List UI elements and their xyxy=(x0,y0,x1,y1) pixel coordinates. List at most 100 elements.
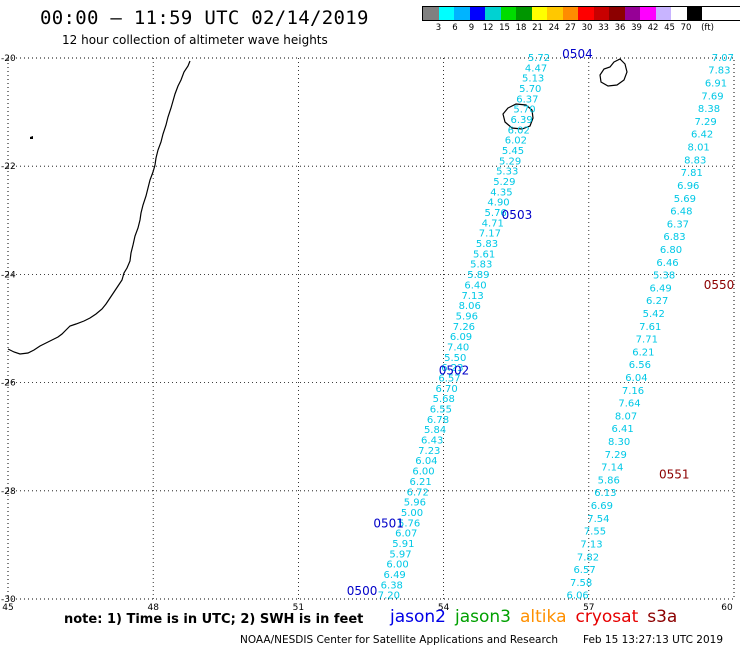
wave-height-value: 4.47 xyxy=(525,63,547,74)
wave-height-value: 6.04 xyxy=(415,456,437,467)
wave-height-value: 6.49 xyxy=(650,283,672,294)
footer-note: note: 1) Time is in UTC; 2) SWH is in fe… xyxy=(64,612,364,627)
wave-height-value: 8.83 xyxy=(684,155,706,166)
wave-height-value: 7.23 xyxy=(418,446,440,457)
wave-height-value: 7.20 xyxy=(378,591,400,602)
map-subtitle: 12 hour collection of altimeter wave hei… xyxy=(62,33,328,47)
wave-height-value: 6.37 xyxy=(667,219,689,230)
color-swatch xyxy=(686,7,702,20)
color-scale-label: 42 xyxy=(647,23,659,33)
color-scale-label: 45 xyxy=(664,23,675,33)
wave-height-value: 5.96 xyxy=(456,311,478,322)
wave-height-value: 7.81 xyxy=(681,168,703,179)
color-scale-label: 9 xyxy=(468,23,475,33)
wave-height-value: 8.07 xyxy=(615,411,637,422)
color-scale-legend: 3 6 9 12 15 18 21 24 27 30 33 36 39 42 45 70 (ft) xyxy=(422,6,740,35)
color-scale-label: 70 xyxy=(680,23,692,33)
color-scale-label: 24 xyxy=(548,23,560,33)
coastlines xyxy=(7,58,628,355)
reunion-island xyxy=(502,103,534,130)
wave-height-value: 6.23 xyxy=(441,363,463,374)
wave-height-value: 5.45 xyxy=(502,146,524,157)
wave-height-value: 6.37 xyxy=(516,94,538,105)
footer-credit: NOAA/NESDIS Center for Satellite Applica… xyxy=(240,634,558,646)
color-scale-label: 39 xyxy=(631,23,642,33)
track-cryosat: 7.07 7.83 6.917.69 8.38 7.29 6.42 8.018.83 7.81… xyxy=(567,53,734,602)
x-tick-label: 60 xyxy=(721,603,733,613)
wave-height-value: 5.33 xyxy=(496,167,518,178)
satellite-name: cryosat xyxy=(575,607,639,627)
pass-label: 0503 xyxy=(502,208,533,222)
wave-height-value: 5.70 xyxy=(513,105,535,116)
color-swatch xyxy=(454,7,470,20)
wave-height-value: 5.72 xyxy=(528,53,550,64)
track-jason2: 5.724.475.135.706.375.706.396.026.025.45… xyxy=(378,53,550,602)
color-swatch xyxy=(500,7,516,20)
wave-height-value: 5.83 xyxy=(476,239,498,250)
wave-height-value: 6.07 xyxy=(395,529,417,540)
color-swatch xyxy=(485,7,501,20)
y-tick-label: -24 xyxy=(1,270,16,280)
color-swatch xyxy=(423,7,439,20)
y-tick-label: -30 xyxy=(1,595,16,605)
madagascar-coastline xyxy=(7,60,191,355)
color-scale-label: (ft) xyxy=(701,23,714,33)
color-swatch xyxy=(671,7,687,20)
map-title: 00:00 – 11:59 UTC 02/14/2019 xyxy=(40,7,369,29)
wave-height-value: 7.71 xyxy=(636,335,658,346)
color-swatch xyxy=(516,7,532,20)
wave-height-value: 6.27 xyxy=(646,296,668,307)
wave-height-value: 6.21 xyxy=(632,347,654,358)
color-swatch xyxy=(624,7,640,20)
color-scale-label: 6 xyxy=(452,23,458,33)
wave-height-value: 5.83 xyxy=(470,260,492,271)
wave-height-value: 6.78 xyxy=(427,415,449,426)
color-swatch xyxy=(562,7,578,20)
wave-height-value: 6.72 xyxy=(407,487,429,498)
color-scale-label: 18 xyxy=(515,23,527,33)
wave-height-value: 6.39 xyxy=(511,115,533,126)
wave-height-value: 6.70 xyxy=(435,384,457,395)
wave-height-value: 5.91 xyxy=(392,539,414,550)
wave-height-value: 6.02 xyxy=(508,125,530,136)
wave-height-value: 6.55 xyxy=(430,405,452,416)
wave-height-value: 5.89 xyxy=(467,270,489,281)
wave-height-value: 6.56 xyxy=(629,360,651,371)
wave-height-value: 7.55 xyxy=(584,527,606,538)
color-scale-label: 12 xyxy=(482,23,494,33)
wave-height-value: 6.13 xyxy=(594,488,616,499)
satellite-name: altika xyxy=(520,607,567,627)
wave-height-value: 6.40 xyxy=(464,280,486,291)
wave-height-value: 7.58 xyxy=(570,578,592,589)
wave-height-value: 7.17 xyxy=(479,229,501,240)
wave-height-value: 6.91 xyxy=(705,79,727,90)
color-scale-swatches xyxy=(422,6,740,21)
footer-timestamp: Feb 15 13:27:13 UTC 2019 xyxy=(583,634,723,646)
pass-label: 0550 xyxy=(704,278,735,292)
wave-height-value: 6.80 xyxy=(660,245,682,256)
wave-height-value: 7.64 xyxy=(618,399,640,410)
pass-labels: 0504 0503 0502 0501 0500 0550 0551 xyxy=(347,47,734,598)
wave-height-value: 4.35 xyxy=(490,187,512,198)
wave-height-value: 4.90 xyxy=(487,198,509,209)
satellite-name: jason2 xyxy=(390,607,446,627)
satellite-name: jason3 xyxy=(455,607,511,627)
wave-height-value: 6.21 xyxy=(410,477,432,488)
wave-height-value: 4.71 xyxy=(482,218,504,229)
axis-tick-labels: 45 48 51 54 57 60 -20 -22 -24 -26 -28 -30 xyxy=(1,54,733,613)
map-border xyxy=(7,57,735,600)
wave-height-value: 5.76 xyxy=(485,208,507,219)
wave-height-value: 6.43 xyxy=(421,436,443,447)
color-swatch xyxy=(531,7,547,20)
wave-height-value: 7.26 xyxy=(453,322,475,333)
color-scale-label: 3 xyxy=(435,23,442,33)
wave-height-value: 5.69 xyxy=(674,194,696,205)
color-scale-label: 21 xyxy=(532,23,543,33)
color-scale-label: 30 xyxy=(581,23,593,33)
wave-height-value: 5.86 xyxy=(598,475,620,486)
wave-height-value: 8.01 xyxy=(688,143,710,154)
wave-height-value: 6.49 xyxy=(384,570,406,581)
pass-label: 0501 xyxy=(373,516,404,530)
wave-height-value: 7.07 xyxy=(712,53,734,64)
